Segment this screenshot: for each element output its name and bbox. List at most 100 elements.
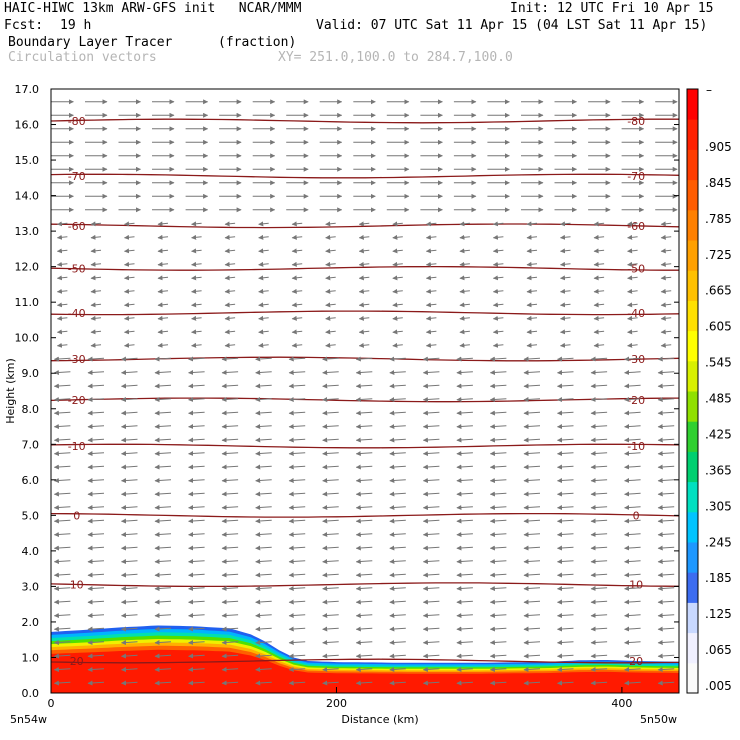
wind-vector	[188, 491, 205, 497]
wind-vector	[492, 302, 504, 308]
wind-vector	[87, 397, 105, 403]
wind-vector	[523, 559, 541, 565]
wind-vector	[124, 261, 135, 267]
wind-vector	[657, 437, 675, 443]
wind-vector	[322, 383, 339, 389]
wind-vector	[492, 221, 504, 227]
wind-vector	[291, 329, 303, 335]
colorbar-label: .725	[705, 248, 732, 262]
wind-vector	[124, 302, 135, 308]
wind-vector	[121, 397, 138, 403]
wind-vector	[288, 640, 306, 646]
wind-vector	[221, 667, 239, 673]
wind-vector	[560, 275, 571, 281]
wind-vector	[489, 491, 507, 497]
wind-vector	[422, 667, 440, 673]
wind-vector	[121, 464, 138, 470]
wind-vector	[456, 464, 473, 470]
wind-vector	[657, 586, 675, 592]
colorbar-swatch	[687, 89, 698, 120]
wind-vector	[154, 424, 172, 430]
wind-vector	[523, 626, 541, 632]
wind-vector	[489, 626, 507, 632]
wind-vector	[523, 491, 541, 497]
wind-vector	[121, 437, 138, 443]
wind-vector	[224, 329, 236, 335]
contour-line	[50, 658, 680, 664]
wind-vector	[627, 221, 638, 227]
wind-vector	[258, 315, 269, 321]
wind-vector	[657, 505, 675, 511]
wind-vector	[489, 680, 507, 686]
colorbar-swatch	[687, 481, 698, 513]
wind-vector	[224, 261, 236, 267]
wind-vector	[389, 599, 406, 605]
wind-vector	[526, 234, 538, 240]
wind-vector	[288, 586, 306, 592]
wind-vector	[557, 505, 574, 511]
wind-vector	[624, 667, 641, 673]
wind-vector	[523, 410, 541, 416]
wind-vector	[523, 424, 541, 430]
wind-vector	[188, 505, 205, 511]
wind-vector	[560, 248, 571, 254]
wind-vector	[459, 275, 470, 281]
wind-vector	[560, 315, 571, 321]
wind-vector	[56, 275, 68, 281]
colorbar-label: .305	[705, 499, 732, 513]
wind-vector	[590, 667, 608, 673]
wind-vector	[392, 234, 403, 240]
wind-vector	[288, 613, 306, 619]
wind-vector	[523, 397, 541, 403]
wind-vector	[389, 559, 406, 565]
wind-vector	[624, 640, 641, 646]
wind-vector	[459, 329, 470, 335]
wind-vector	[157, 248, 169, 254]
y-tick-label: 9.0	[22, 367, 40, 380]
wind-vector	[121, 491, 138, 497]
wind-vector	[258, 275, 269, 281]
wind-vector	[154, 356, 172, 362]
wind-vector	[188, 599, 205, 605]
wind-vector	[557, 613, 574, 619]
wind-vector	[355, 356, 373, 362]
wind-vector	[526, 302, 538, 308]
wind-vector	[392, 302, 403, 308]
wind-vector	[523, 437, 541, 443]
wind-vector	[425, 234, 437, 240]
y-tick-label: 13.0	[15, 225, 40, 238]
wind-vector	[157, 234, 169, 240]
wind-vector	[590, 478, 608, 484]
wind-vector	[53, 505, 71, 511]
wind-vector	[322, 478, 339, 484]
wind-vector	[124, 342, 135, 348]
wind-vector	[523, 532, 541, 538]
wind-vector	[154, 626, 172, 632]
wind-vector	[288, 383, 306, 389]
contour-line	[50, 443, 680, 449]
wind-vector	[255, 586, 272, 592]
y-tick-label: 8.0	[22, 403, 40, 416]
contour-label: -60	[68, 220, 86, 233]
wind-vector	[87, 464, 105, 470]
wind-vector	[154, 518, 172, 524]
wind-vector	[224, 275, 236, 281]
wind-vector	[258, 261, 269, 267]
wind-vector	[492, 275, 504, 281]
wind-vector	[358, 248, 370, 254]
wind-vector	[557, 653, 574, 659]
wind-vector	[121, 680, 138, 686]
wind-vector	[590, 410, 608, 416]
wind-vector	[422, 640, 440, 646]
wind-vector	[657, 383, 675, 389]
wind-vector	[154, 505, 172, 511]
wind-vector	[590, 680, 608, 686]
wind-vector	[53, 518, 71, 524]
wind-vector	[560, 302, 571, 308]
wind-vector	[425, 302, 437, 308]
wind-vector	[288, 653, 306, 659]
tracer-band-7	[51, 649, 679, 693]
wind-vector	[221, 478, 239, 484]
wind-vector	[90, 342, 102, 348]
y-tick-label: 5.0	[22, 509, 40, 522]
